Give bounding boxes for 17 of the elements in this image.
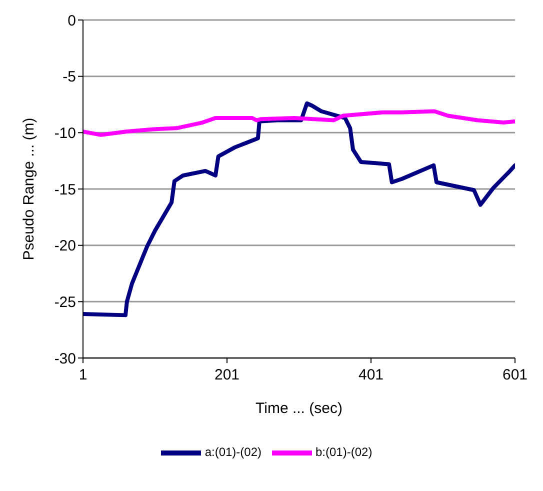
y-tick-label: -20 [54,238,76,255]
line-series [83,101,515,318]
x-tick-label: 601 [502,366,528,384]
x-axis-title: Time ... (sec) [256,400,342,417]
y-tick-label: -5 [62,68,76,86]
y-tick-label: -10 [54,124,76,142]
line-series [83,109,515,137]
y-tick-label: -30 [54,350,76,368]
x-tick-label: 1 [78,366,88,384]
y-axis-title: Pseudo Range ... (m) [20,118,38,260]
legend-label: a:(01)-(02) [204,445,262,460]
y-tick-label: -25 [54,294,76,311]
legend-label: b:(01)-(02) [316,445,372,460]
y-tick-label: 0 [68,12,76,30]
x-tick-label: 201 [214,366,240,384]
x-tick-label: 401 [358,366,384,384]
y-tick-label: -15 [54,181,76,198]
